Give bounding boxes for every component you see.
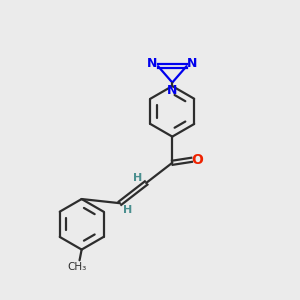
Text: H: H xyxy=(123,205,132,215)
Text: H: H xyxy=(133,173,142,183)
Text: N: N xyxy=(187,57,198,70)
Text: N: N xyxy=(167,84,178,98)
Text: O: O xyxy=(192,153,203,167)
Text: CH₃: CH₃ xyxy=(68,262,87,272)
Text: N: N xyxy=(147,57,157,70)
